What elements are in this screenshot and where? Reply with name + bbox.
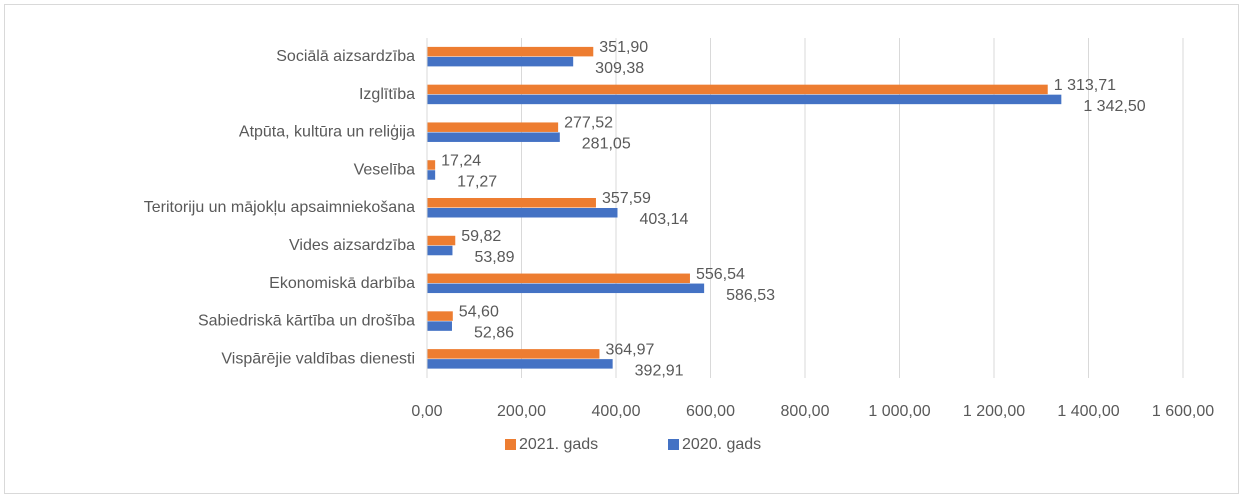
- x-tick-label: 400,00: [592, 403, 641, 420]
- legend-label: 2020. gads: [682, 436, 761, 453]
- bar: [427, 273, 690, 284]
- y-tick-label: Sabiedriskā kārtība un drošība: [198, 313, 415, 330]
- x-tick-label: 1 200,00: [963, 403, 1025, 420]
- bar: [427, 84, 1048, 95]
- data-label: 17,27: [457, 173, 497, 190]
- data-label: 357,59: [602, 190, 651, 207]
- y-tick-label: Vispārējie valdības dienesti: [221, 350, 415, 367]
- bar: [427, 132, 560, 142]
- data-label: 351,90: [599, 39, 648, 56]
- x-tick-label: 0,00: [411, 403, 442, 420]
- bar: [427, 170, 436, 180]
- bar: [427, 160, 436, 170]
- legend-swatch: [668, 439, 679, 450]
- data-label: 277,52: [564, 115, 613, 132]
- bar: [427, 56, 574, 67]
- data-label: 403,14: [639, 211, 688, 228]
- bar: [427, 122, 559, 132]
- data-label: 53,89: [474, 249, 514, 266]
- y-tick-label: Veselība: [354, 161, 415, 178]
- y-tick-label: Teritoriju un mājokļu apsaimniekošana: [144, 199, 415, 216]
- x-tick-label: 1 400,00: [1057, 403, 1119, 420]
- bar: [427, 349, 600, 359]
- y-tick-label: Atpūta, kultūra un reliģija: [239, 123, 415, 141]
- bar: [427, 359, 613, 369]
- data-label: 281,05: [582, 136, 631, 153]
- data-label: 1 342,50: [1083, 98, 1145, 115]
- x-tick-label: 1 000,00: [868, 403, 930, 420]
- x-tick-label: 1 600,00: [1152, 403, 1214, 420]
- data-label: 392,91: [635, 362, 684, 379]
- legend-swatch: [505, 439, 516, 450]
- y-tick-label: Sociālā aizsardzība: [276, 48, 415, 65]
- data-label: 54,60: [459, 304, 499, 321]
- bar: [427, 311, 453, 321]
- data-label: 364,97: [605, 341, 654, 358]
- bar: [427, 283, 705, 294]
- data-label: 556,54: [696, 266, 745, 283]
- bar: [427, 245, 453, 256]
- data-label: 309,38: [595, 60, 644, 77]
- legend-label: 2021. gads: [519, 436, 598, 453]
- y-tick-label: Ekonomiskā darbība: [269, 275, 415, 292]
- bar: [427, 208, 618, 218]
- data-label: 17,24: [441, 152, 481, 169]
- data-label: 52,86: [474, 325, 514, 342]
- data-label: 59,82: [461, 228, 501, 245]
- x-tick-label: 600,00: [686, 403, 735, 420]
- data-label: 1 313,71: [1054, 77, 1116, 94]
- bar: [427, 46, 594, 57]
- x-tick-label: 800,00: [781, 403, 830, 420]
- x-tick-label: 200,00: [497, 403, 546, 420]
- data-label: 586,53: [726, 287, 775, 304]
- y-tick-label: Vides aizsardzība: [289, 237, 415, 254]
- bar: [427, 321, 452, 331]
- bar: [427, 198, 596, 208]
- bar: [427, 94, 1062, 105]
- y-tick-label: Izglītība: [359, 86, 415, 103]
- bar: [427, 235, 456, 246]
